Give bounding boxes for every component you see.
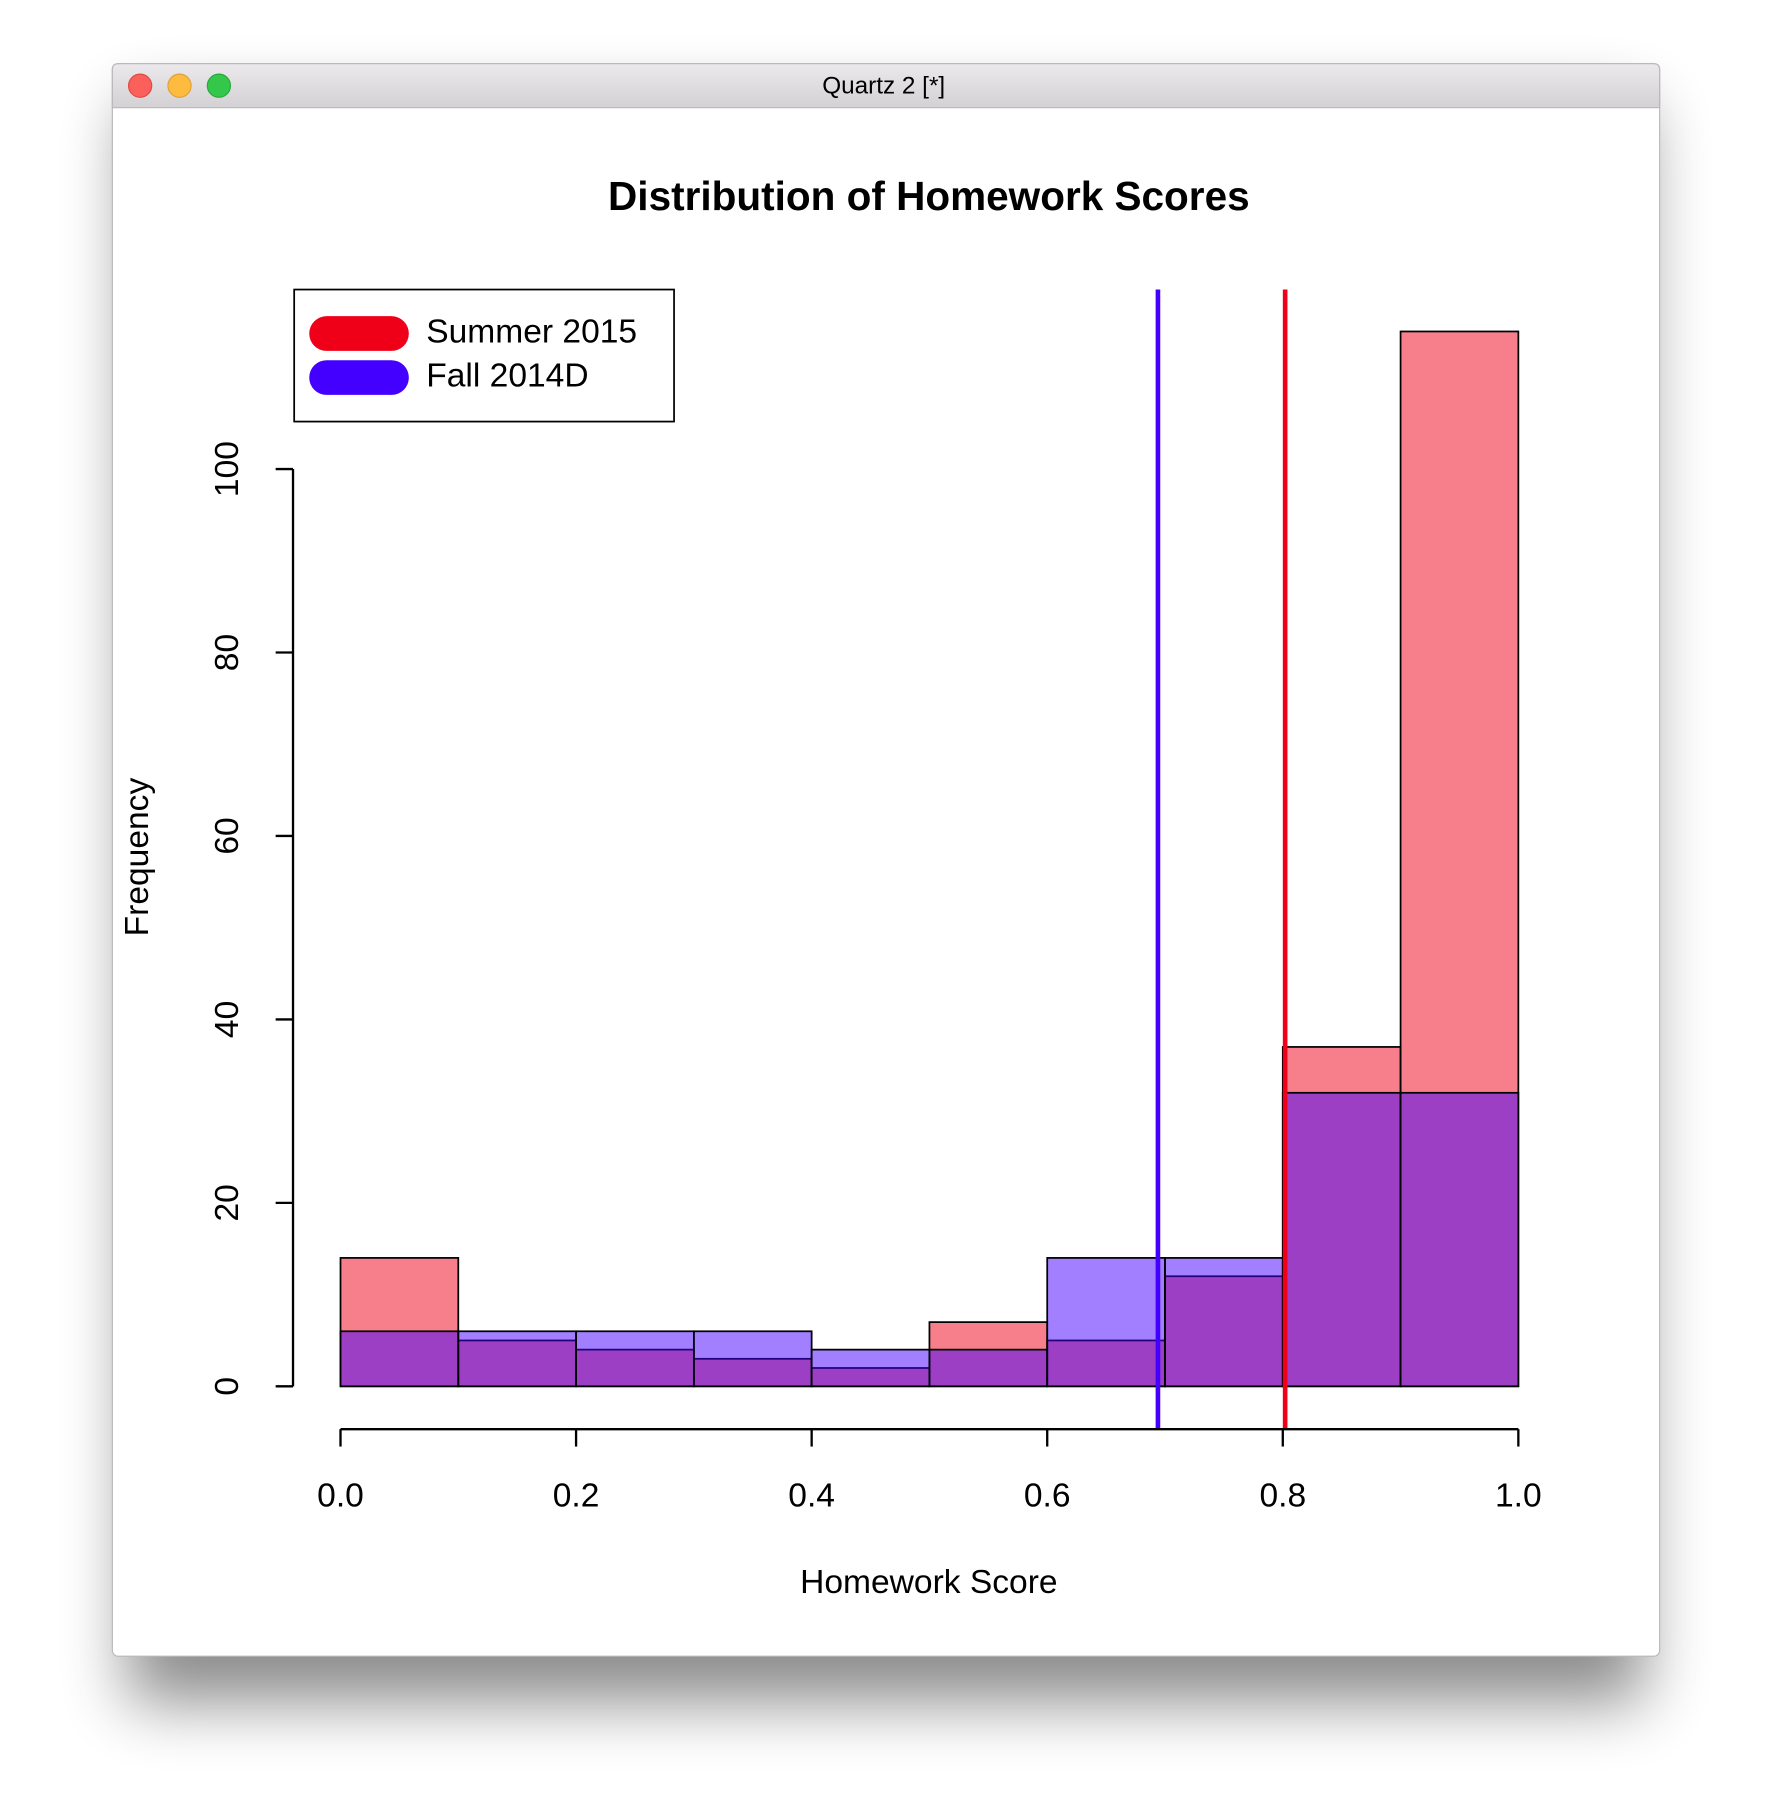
legend-box — [293, 288, 675, 423]
histogram-bar — [1399, 1091, 1520, 1388]
close-button[interactable] — [127, 73, 153, 98]
y-axis-label: Frequency — [119, 778, 156, 937]
minimize-button[interactable] — [167, 73, 192, 98]
x-tick-label: 0.8 — [1259, 1477, 1306, 1514]
y-tick-label: 40 — [209, 1001, 246, 1038]
histogram-bar — [339, 1330, 460, 1388]
x-tick-label: 0.4 — [788, 1477, 835, 1514]
histogram-bar — [1164, 1257, 1284, 1388]
x-tick-label: 0.0 — [317, 1477, 364, 1514]
histogram-bar — [575, 1330, 695, 1388]
zoom-button[interactable] — [206, 73, 232, 98]
title-bar — [111, 63, 1661, 109]
histogram-bar — [928, 1348, 1049, 1388]
legend-label: Fall 2014D — [426, 357, 588, 394]
chart: Distribution of Homework Scores Homework… — [119, 173, 1542, 1601]
y-tick-label: 20 — [209, 1184, 246, 1221]
histogram-bar — [692, 1330, 813, 1388]
x-tick-label: 0.2 — [553, 1477, 600, 1514]
histogram-bar — [1046, 1257, 1166, 1388]
x-tick-label: 0.6 — [1024, 1477, 1071, 1514]
chart-title: Distribution of Homework Scores — [608, 173, 1250, 219]
y-tick-label: 100 — [209, 441, 246, 497]
y-tick-label: 80 — [209, 634, 246, 671]
histogram-bar — [1281, 1091, 1402, 1388]
x-axis-label: Homework Score — [800, 1564, 1058, 1601]
legend-label: Summer 2015 — [426, 313, 637, 350]
x-tick-label: 1.0 — [1495, 1477, 1542, 1514]
y-tick-label: 0 — [209, 1377, 246, 1396]
y-tick-label: 60 — [209, 817, 246, 854]
histogram-bar — [457, 1330, 577, 1388]
window-title: Quartz 2 [*] — [822, 72, 945, 99]
histogram-bar — [810, 1348, 931, 1388]
